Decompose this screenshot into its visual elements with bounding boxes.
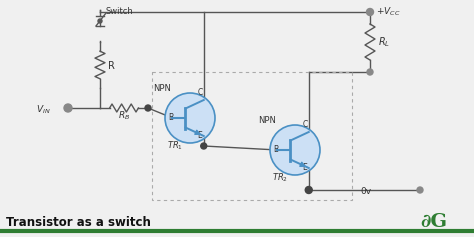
Circle shape — [145, 105, 151, 111]
Text: B: B — [169, 113, 174, 122]
Text: Switch: Switch — [106, 7, 134, 16]
Text: B: B — [274, 145, 279, 154]
Circle shape — [201, 143, 207, 149]
Text: $V_{IN}$: $V_{IN}$ — [36, 104, 51, 116]
Text: R: R — [108, 61, 115, 71]
Circle shape — [417, 187, 423, 193]
Text: C: C — [302, 120, 308, 129]
Text: E: E — [302, 163, 307, 172]
Text: ∂G: ∂G — [420, 213, 447, 231]
Text: $TR_1$: $TR_1$ — [167, 140, 183, 152]
Circle shape — [98, 19, 102, 23]
Circle shape — [366, 9, 374, 15]
Circle shape — [165, 93, 215, 143]
Circle shape — [367, 69, 373, 75]
Text: $R_B$: $R_B$ — [118, 109, 130, 122]
Text: NPN: NPN — [153, 84, 171, 93]
Circle shape — [305, 187, 312, 193]
Text: Transistor as a switch: Transistor as a switch — [6, 215, 151, 228]
Circle shape — [64, 104, 72, 112]
Bar — [152, 72, 352, 200]
Text: 0v: 0v — [360, 187, 371, 196]
Circle shape — [270, 125, 320, 175]
Text: $TR_2$: $TR_2$ — [272, 172, 288, 184]
Text: $+V_{CC}$: $+V_{CC}$ — [376, 6, 401, 18]
Text: C: C — [198, 88, 203, 97]
Text: $R_L$: $R_L$ — [378, 35, 390, 49]
Text: E: E — [198, 131, 202, 140]
Text: NPN: NPN — [258, 116, 276, 125]
